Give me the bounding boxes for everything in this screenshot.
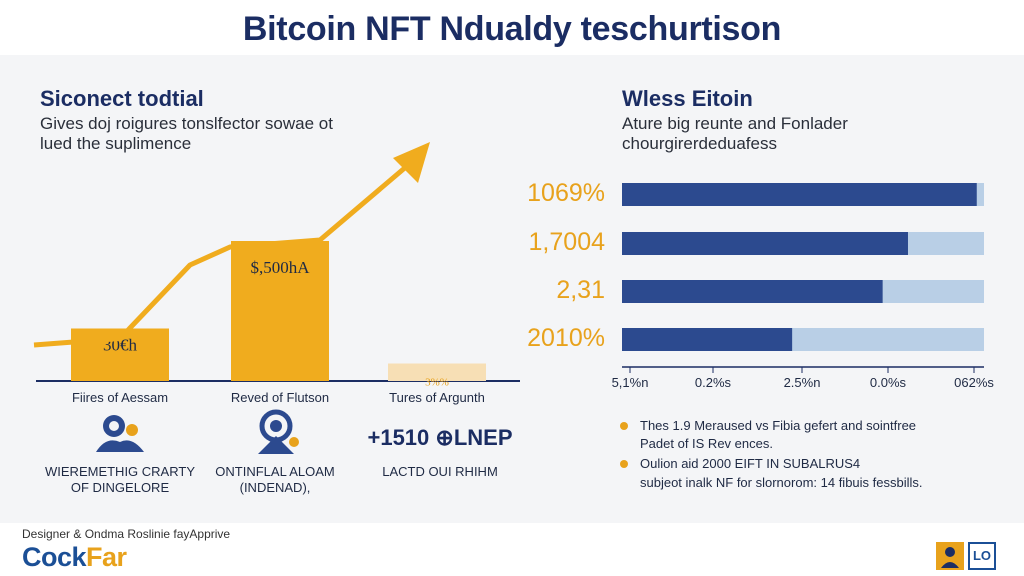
coin-user-icon — [252, 408, 304, 461]
row-value-label: 1,7004 — [528, 228, 605, 256]
bar-data-label: 3%% — [425, 377, 449, 389]
left-subtitle-1: Gives doj roigures tonslfector sowae ot — [40, 114, 333, 133]
brand-logo: CockFar — [22, 542, 127, 573]
note-2-line-2: subjeot inalk NF for slornorom: 14 fibui… — [640, 475, 923, 490]
row-value-label: 1069% — [527, 179, 605, 207]
trend-arrow-head — [393, 142, 430, 183]
trend-line — [33, 153, 422, 348]
page-title: Bitcoin NFT Ndualdy teschurtison — [242, 10, 782, 48]
x-tick-label: 062%s — [954, 375, 994, 390]
right-subtitle-1: Ature big reunte and Fonlader — [622, 114, 848, 133]
logo-text-1: Cock — [22, 542, 87, 572]
bar-category-label: Tures of Argunth — [389, 390, 485, 405]
bar-data-label: $,500hA — [250, 258, 310, 277]
badge-logo: LO — [968, 542, 996, 570]
row-value-label: 2010% — [527, 324, 605, 352]
x-tick-label: 2.5%n — [783, 375, 821, 390]
footer-credit: Designer & Ondma Roslinie fayApprive — [22, 527, 231, 541]
caption-2-line-2: (INDENAD), — [239, 480, 311, 495]
note-1-line-1: Thes 1.9 Meraused vs Fibia gefert and so… — [640, 418, 917, 433]
bar — [388, 363, 486, 381]
bar — [622, 328, 793, 351]
x-tick-label: 0.2%s — [694, 375, 732, 390]
caption-1-line-1: WIEREMETHIG CRARTY — [45, 464, 195, 479]
bar — [231, 241, 329, 381]
caption-2-line-1: ONTINFLAL ALOAM — [215, 464, 335, 479]
right-heading: Wless Eitoin — [622, 86, 753, 111]
bar-category-label: Fiires of Aessam — [71, 390, 169, 405]
caption-3-line-2: LACTD OUI RHIHM — [382, 464, 498, 479]
note-1-line-2: Padet of IS Rev ences. — [640, 436, 773, 451]
note-2-line-1: Oulion aid 2000 EIFT IN SUBALRUS4 — [640, 456, 861, 471]
logo-text-2: Far — [86, 542, 127, 572]
person-badge-icon — [936, 542, 964, 570]
caption-1-line-2: OF DINGELORE — [70, 480, 170, 495]
bullet-dot — [620, 422, 628, 430]
right-subtitle-2: chourgirerdeduafess — [622, 134, 777, 153]
bar — [622, 183, 977, 206]
x-tick-label: 5,1%n — [611, 375, 649, 390]
bar — [622, 232, 908, 255]
x-tick-label: 0.0%s — [869, 375, 907, 390]
caption-3-line-1: +1510 ⊕LNEP — [367, 425, 513, 450]
row-value-label: 2,31 — [556, 276, 605, 304]
bar-category-label: Reved of Flutson — [230, 390, 330, 405]
people-gear-icon — [92, 410, 148, 459]
bar — [622, 280, 883, 303]
left-heading: Siconect todtial — [40, 86, 204, 111]
left-subtitle-2: lued the suplimence — [40, 134, 192, 153]
bullet-dot — [620, 460, 628, 468]
